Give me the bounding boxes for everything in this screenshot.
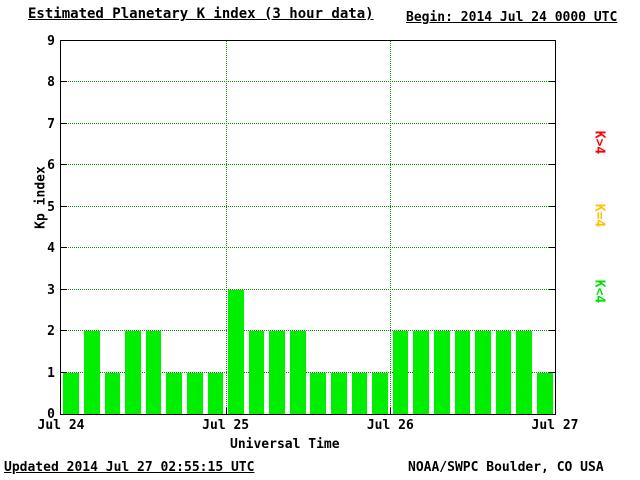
- y-tick-label: 9: [47, 34, 55, 49]
- y-tick-label: 3: [47, 282, 55, 298]
- gridline-vertical: [390, 41, 392, 414]
- gridline-horizontal: [61, 371, 555, 373]
- kp-bar: [392, 331, 409, 414]
- x-axis-label: Universal Time: [230, 437, 340, 452]
- y-tick-label: 8: [47, 75, 55, 91]
- kp-bar: [433, 331, 450, 414]
- y-tick-mark: [61, 288, 67, 290]
- x-tick-label: Jul 26: [366, 418, 414, 433]
- plot-area: 0 1 2 3 4 5 6 7 8 9 Jul 24 Jul 25 Jul 26 Jul 27: [38, 34, 579, 433]
- kp-bar: [63, 372, 80, 414]
- y-tick-label: 2: [47, 324, 55, 340]
- y-tick-mark: [61, 164, 67, 166]
- page-title: Estimated Planetary K index (3 hour data…: [28, 6, 374, 22]
- kp-bar: [454, 331, 471, 414]
- updated-timestamp: Updated 2014 Jul 27 02:55:15 UTC: [4, 460, 255, 475]
- kp-bar: [84, 331, 100, 414]
- gridline-horizontal: [61, 164, 555, 166]
- begin-label: Begin: 2014 Jul 24 0000 UTC: [406, 10, 618, 25]
- legend-k-equals-4: K=4: [591, 203, 607, 228]
- kp-bar: [248, 331, 265, 414]
- gridline-horizontal: [61, 330, 555, 332]
- y-tick-label: 4: [47, 241, 55, 257]
- kp-bar: [269, 331, 285, 414]
- kp-bar: [125, 331, 141, 414]
- kp-bar: [495, 331, 512, 414]
- legend-k-above-4: K>4: [591, 130, 607, 155]
- y-tick-mark: [61, 122, 67, 124]
- gridline-vertical: [225, 41, 227, 414]
- x-tick-label: Jul 27: [531, 418, 579, 433]
- y-tick-mark: [61, 330, 67, 332]
- y-tick-mark: [61, 205, 67, 207]
- kp-bar: [372, 372, 388, 414]
- kp-bar: [351, 372, 368, 414]
- kp-bar: [145, 331, 162, 414]
- source-attribution: NOAA/SWPC Boulder, CO USA: [408, 460, 604, 475]
- kp-bar: [289, 331, 306, 414]
- y-tick-mark: [549, 247, 555, 249]
- y-tick-mark: [549, 164, 555, 166]
- y-tick-label: 1: [47, 365, 55, 381]
- kp-bar: [228, 289, 244, 414]
- kp-bar: [104, 372, 121, 414]
- y-tick-label: 7: [47, 116, 55, 132]
- gridline-horizontal: [61, 288, 555, 290]
- kp-bar: [331, 372, 347, 414]
- gridline-horizontal: [61, 122, 555, 124]
- kp-bar: [516, 331, 532, 414]
- kp-bar: [413, 331, 430, 414]
- kp-bar: [207, 372, 224, 414]
- y-tick-mark: [549, 205, 555, 207]
- y-tick-mark: [549, 330, 555, 332]
- gridline-horizontal: [61, 205, 555, 207]
- kp-bar: [186, 372, 203, 414]
- legend-k-below-4: K<4: [591, 279, 607, 304]
- gridline-horizontal: [61, 81, 555, 83]
- y-tick-mark: [549, 288, 555, 290]
- y-tick-label: 6: [47, 158, 55, 174]
- x-tick-label: Jul 24: [37, 418, 85, 433]
- x-tick-label: Jul 25: [202, 418, 250, 433]
- x-tick-mark: [390, 408, 392, 414]
- x-tick-mark: [225, 408, 227, 414]
- gridline-horizontal: [61, 247, 555, 249]
- kp-bar: [475, 331, 491, 414]
- kp-bar: [310, 372, 327, 414]
- y-tick-mark: [549, 81, 555, 83]
- kp-bar: [166, 372, 183, 414]
- y-tick-mark: [549, 122, 555, 124]
- y-tick-mark: [61, 247, 67, 249]
- y-tick-label: 5: [47, 199, 55, 215]
- kp-bar: [536, 372, 553, 414]
- y-tick-label: 0: [47, 407, 55, 422]
- y-tick-mark: [61, 371, 67, 373]
- y-tick-mark: [61, 81, 67, 83]
- y-tick-mark: [549, 371, 555, 373]
